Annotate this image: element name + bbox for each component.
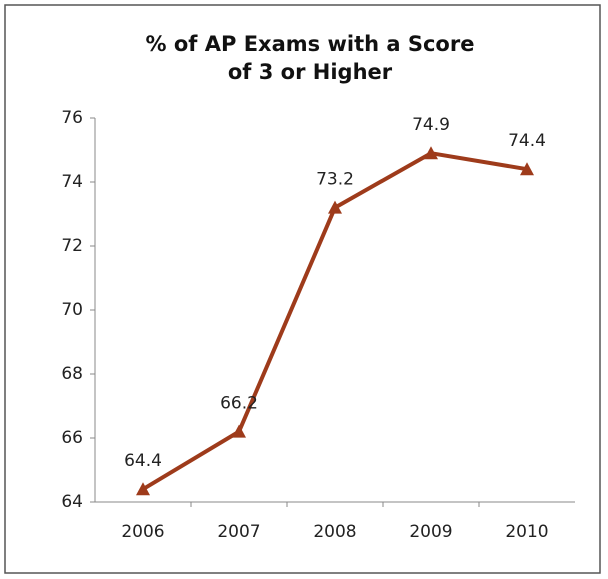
data-label: 64.4 xyxy=(124,451,162,471)
data-label: 74.9 xyxy=(412,115,450,135)
x-tick-label: 2006 xyxy=(121,522,164,542)
marker xyxy=(424,146,438,160)
marker xyxy=(232,424,246,438)
marker xyxy=(328,200,342,214)
data-label: 66.2 xyxy=(220,394,258,414)
data-label: 74.4 xyxy=(508,131,546,151)
marker xyxy=(136,482,150,496)
y-tick-label: 74 xyxy=(61,172,83,192)
y-tick-label: 64 xyxy=(61,492,83,512)
y-tick-label: 66 xyxy=(61,428,83,448)
x-tick-label: 2010 xyxy=(505,522,548,542)
chart-title: of 3 or Higher xyxy=(228,60,393,84)
y-tick-label: 72 xyxy=(61,236,83,256)
chart-border xyxy=(4,4,601,574)
y-tick-label: 70 xyxy=(61,300,83,320)
chart-title: % of AP Exams with a Score xyxy=(146,32,475,56)
marker xyxy=(520,162,534,176)
x-tick-label: 2009 xyxy=(409,522,452,542)
x-tick-label: 2007 xyxy=(217,522,260,542)
data-label: 73.2 xyxy=(316,170,354,190)
y-tick-label: 76 xyxy=(61,108,83,128)
x-tick-label: 2008 xyxy=(313,522,356,542)
y-tick-label: 68 xyxy=(61,364,83,384)
